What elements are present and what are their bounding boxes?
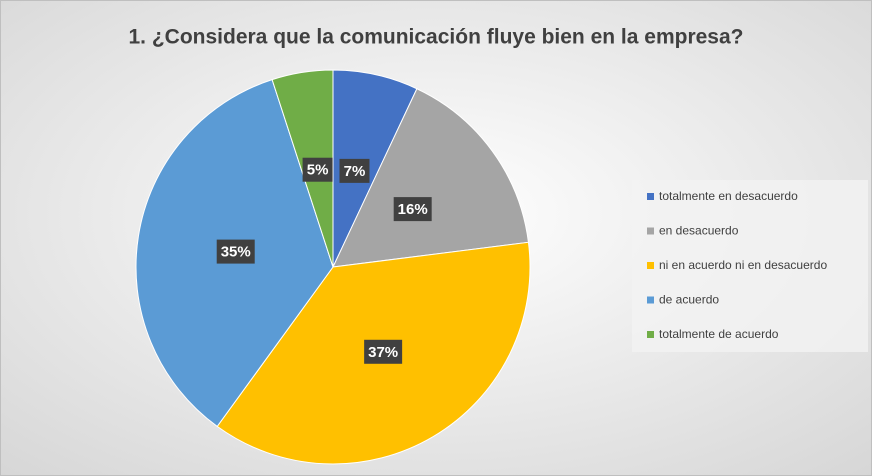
data-label-box xyxy=(216,239,255,264)
legend-label: ni en acuerdo ni en desacuerdo xyxy=(659,258,827,272)
data-label: 35% xyxy=(221,244,251,261)
pie-slice xyxy=(332,88,530,268)
legend-label: en desacuerdo xyxy=(659,224,739,238)
data-label-box xyxy=(339,158,370,183)
legend-swatch xyxy=(647,227,654,235)
legend-box xyxy=(632,180,868,352)
data-label: 37% xyxy=(368,344,398,361)
legend-swatch xyxy=(647,331,654,338)
legend-swatch xyxy=(647,193,654,200)
data-label: 5% xyxy=(307,162,329,179)
data-label-box xyxy=(393,197,432,222)
legend-label: totalmente de acuerdo xyxy=(659,327,779,341)
legend-swatch xyxy=(647,262,654,269)
pie-slice xyxy=(271,69,334,268)
data-label-box xyxy=(364,339,403,364)
legend-swatch xyxy=(647,296,654,304)
chart-title: 1. ¿Considera que la comunicación fluye … xyxy=(128,26,743,49)
legend-label: de acuerdo xyxy=(659,293,719,307)
data-label-box xyxy=(302,157,333,182)
data-label: 16% xyxy=(398,201,428,218)
legend-label: totalmente en desacuerdo xyxy=(659,189,798,203)
data-label: 7% xyxy=(344,163,366,180)
